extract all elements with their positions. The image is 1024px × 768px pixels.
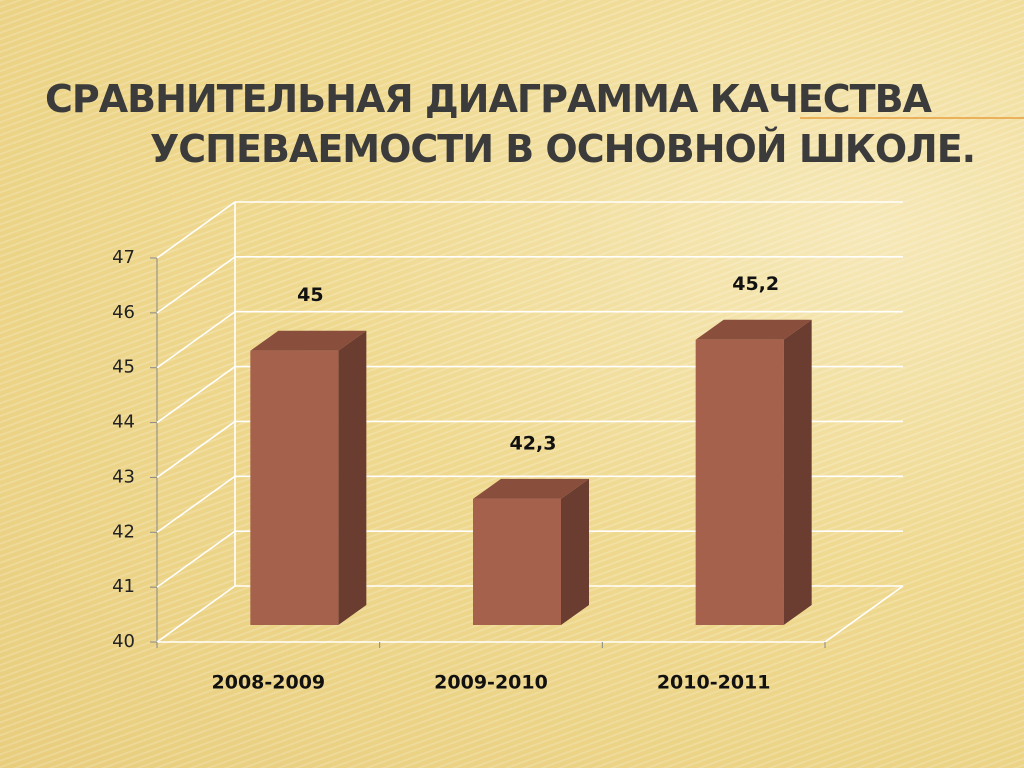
y-tick-label: 47 [112, 247, 135, 268]
bar-side [783, 319, 812, 625]
y-tick-label: 40 [112, 631, 135, 652]
bar-side [338, 330, 367, 625]
y-tick-label: 42 [112, 521, 135, 542]
y-tick-label: 41 [112, 576, 135, 597]
chart-title: УСПЕВАЕМОСТИ В ОСНОВНОЙ ШКОЛЕ. [150, 127, 975, 171]
bar-top [695, 319, 812, 340]
grid-line [156, 256, 236, 314]
grid-line [156, 201, 236, 259]
y-tick-label: 44 [112, 412, 135, 433]
grid-line [156, 530, 236, 588]
y-tick-label: 45 [112, 357, 135, 378]
grid-line [156, 585, 236, 643]
grid-line [156, 420, 236, 479]
chart-title: СРАВНИТЕЛЬНАЯ ДИАГРАММА КАЧЕСТВА [45, 77, 933, 121]
grid-line [156, 365, 236, 424]
x-tick-label: 2008-2009 [212, 672, 326, 694]
floor-edge [824, 585, 904, 643]
x-tick-label: 2010-2011 [657, 672, 771, 694]
data-label: 42,3 [510, 432, 557, 454]
bar-top [250, 330, 367, 351]
y-tick-label: 46 [112, 302, 135, 323]
bar-side [561, 478, 589, 625]
bar-top [473, 478, 589, 499]
bar [473, 498, 561, 625]
x-tick-label: 2009-2010 [434, 672, 548, 694]
bar [250, 350, 339, 625]
grid-line [156, 475, 236, 533]
grid-line [156, 311, 236, 369]
data-label: 45 [297, 284, 323, 306]
bar [695, 339, 784, 625]
data-label: 45,2 [732, 273, 779, 295]
y-tick-label: 43 [112, 466, 135, 487]
